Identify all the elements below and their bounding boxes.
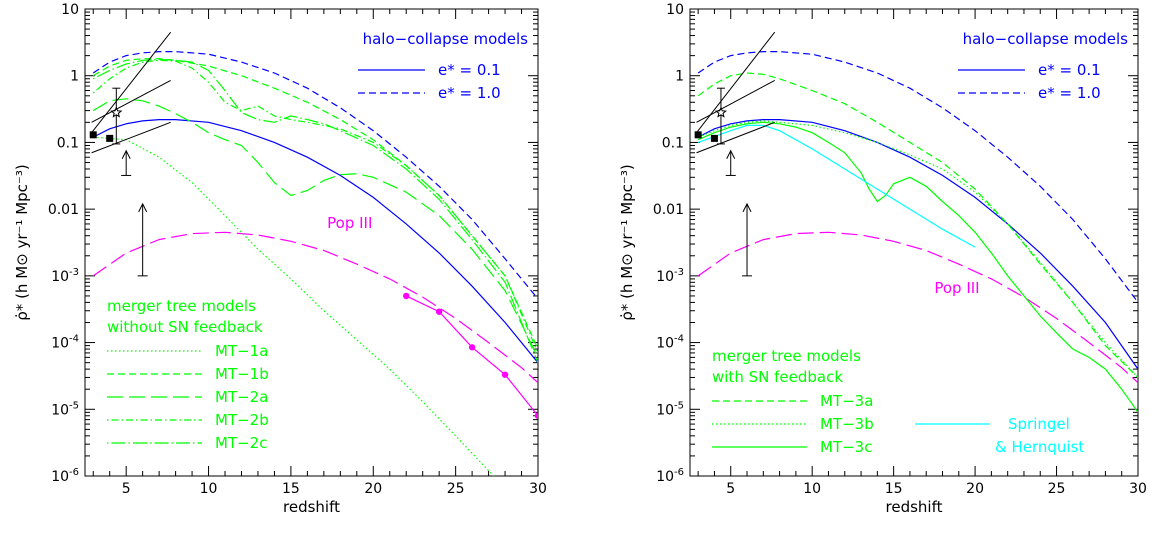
y-tick-label: 10-6 [51,467,79,485]
legend-label-mt: MT−2b [215,411,269,429]
y-tick-label: 10-5 [656,400,684,418]
y-tick-label: 10-3 [51,267,79,285]
legend-label-halo: e* = 0.1 [438,61,501,79]
merger-tree-title: merger tree models [712,347,861,365]
x-tick-label: 30 [1129,481,1147,497]
y-tick-label: 10-3 [656,267,684,285]
y-tick-label: 0.1 [57,135,79,151]
panel-2: 5 10 15 20 25 30 10 1 0.1 0.01 10-3 10-4 10-5 10-6 red… [618,2,1147,516]
x-axis-label: redshift [283,498,340,516]
x-tick-label: 25 [447,481,465,497]
x-tick-label: 25 [1048,481,1066,497]
obs-square [695,131,702,138]
y-tick-label: 0.01 [48,202,79,218]
x-tick-label: 30 [529,481,547,497]
y-axis-label: ρ̇* (h M⊙ yr⁻¹ Mpc⁻³) [618,164,636,320]
legend-label-springel: Springel [1008,415,1070,433]
obs-fan-line [697,32,775,133]
series-group [93,52,541,487]
y-tick-label: 10-4 [656,334,684,352]
y-tick-label: 1 [675,69,684,85]
merger-tree-title: merger tree models [107,297,256,315]
series-line-pop3_points [406,296,538,416]
x-tick-label: 5 [122,481,131,497]
merger-tree-subtitle: with SN feedback [712,368,843,386]
merger-tree-subtitle: without SN feedback [107,318,263,336]
obs-fan-line [697,122,775,152]
data-point-pop3_points [535,413,541,419]
legend-label-mt: MT−3c [820,438,872,456]
obs-fan-line [92,80,171,122]
legend-label-halo: e* = 0.1 [1038,61,1101,79]
y-tick-label: 0.1 [662,135,684,151]
x-tick-label: 10 [200,481,218,497]
legend-label-hernquist: & Hernquist [995,438,1084,456]
halo-collapse-title: halo−collapse models [963,30,1129,48]
legend-label-mt: MT−3b [820,415,874,433]
obs-fan-line [92,122,171,152]
legend-label-mt: MT−2c [215,434,267,452]
x-tick-label: 15 [885,481,903,497]
obs-fan-line [697,80,775,122]
y-tick-label: 10-4 [51,334,79,352]
y-tick-label: 10 [61,2,79,18]
series-line-halo_e01 [698,120,1138,370]
panel-1: 5 10 15 20 25 30 10 1 0.1 0.01 10-3 10-4 10-5 10-6 red… [13,2,547,516]
y-tick-label: 1 [70,69,79,85]
obs-square [711,135,718,142]
obs-square [106,135,113,142]
x-tick-label: 20 [966,481,984,497]
legend-label-mt: MT−2a [215,388,268,406]
x-tick-label: 20 [364,481,382,497]
series-line-MT-3a [698,73,1138,378]
data-point-pop3_points [502,371,508,377]
y-tick-label: 10-6 [656,467,684,485]
series-line-springel_hernquist [698,125,975,247]
legend-label-mt: MT−1b [215,365,269,383]
x-tick-label: 15 [282,481,300,497]
obs-fan-line [92,32,171,133]
data-point-pop3_points [469,344,475,350]
legend-label-halo: e* = 1.0 [438,84,501,102]
data-point-pop3_points [436,309,442,315]
legend-label-mt: MT−1a [215,342,268,360]
y-tick-label: 10-5 [51,400,79,418]
data-point-pop3_points [403,293,409,299]
y-axis-label: ρ̇* (h M⊙ yr⁻¹ Mpc⁻³) [13,164,31,320]
x-axis-label: redshift [886,498,943,516]
pop3-label: Pop III [327,214,372,232]
halo-collapse-title: halo−collapse models [363,30,529,48]
series-line-MT-3b [698,121,1138,378]
pop3-label: Pop III [934,279,979,297]
x-tick-label: 10 [803,481,821,497]
y-tick-label: 0.01 [653,202,684,218]
x-tick-label: 5 [726,481,735,497]
obs-square [90,131,97,138]
legend-label-mt: MT−3a [820,392,873,410]
y-tick-label: 10 [666,2,684,18]
legend-label-halo: e* = 1.0 [1038,84,1101,102]
